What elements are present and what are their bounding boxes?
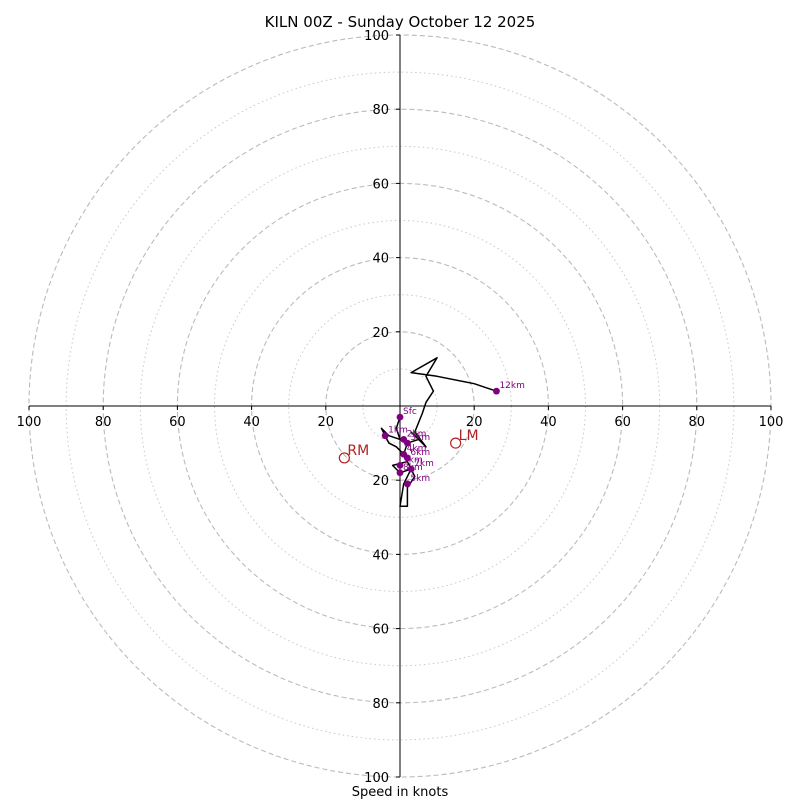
- x-axis-label: Speed in knots: [352, 785, 449, 800]
- y-tick-label: 60: [372, 623, 389, 638]
- height-marker-label: 8km: [403, 463, 423, 473]
- y-tick-label: 80: [372, 103, 389, 118]
- height-marker-label: 2km: [407, 429, 427, 439]
- tick-labels: 100 80 60 40 20 20 40 60 80 100 100 80 60 40 20 20 40 60 8…: [17, 29, 784, 786]
- height-marker-dot: [396, 413, 404, 421]
- y-tick-label: 20: [372, 326, 389, 341]
- axes: [29, 35, 771, 777]
- chart-title: KILN 00Z - Sunday October 12 2025: [265, 13, 536, 31]
- storm-motion-marker: [338, 452, 350, 464]
- x-tick-label: 20: [318, 415, 335, 430]
- height-marker-label: 4km: [407, 444, 427, 454]
- y-tick-label: 100: [364, 771, 389, 786]
- x-tick-label: 20: [466, 415, 483, 430]
- height-marker-dot: [404, 480, 411, 488]
- height-marker-dot: [404, 454, 411, 462]
- height-marker-dot: [493, 387, 500, 395]
- storm-motion-marker: [450, 437, 462, 449]
- height-marker-label: 5km: [410, 474, 430, 484]
- hodograph-trace-layer: [380, 357, 497, 507]
- y-tick-label: 40: [372, 252, 389, 267]
- y-tick-label: 40: [372, 548, 389, 563]
- x-tick-label: 80: [95, 415, 112, 430]
- x-tick-label: 80: [689, 415, 706, 430]
- height-marker-label: 3km: [410, 433, 430, 443]
- hodograph-trace: [380, 357, 497, 507]
- y-tick-label: 80: [372, 697, 389, 712]
- storm-motion-layer: RM LM: [338, 428, 479, 464]
- y-tick-label: 100: [364, 29, 389, 44]
- height-marker-label: 12km: [499, 381, 524, 391]
- height-marker-dot: [396, 461, 404, 469]
- height-marker-dot: [396, 469, 404, 477]
- height-marker-label: Sfc: [403, 407, 417, 417]
- y-tick-label: 60: [372, 177, 389, 192]
- x-tick-label: 60: [169, 415, 186, 430]
- height-marker-label: 6km: [410, 448, 430, 458]
- height-marker-dot: [407, 465, 415, 473]
- y-tick-label: 20: [372, 474, 389, 489]
- x-tick-label: 60: [614, 415, 631, 430]
- height-marker-dot: [404, 439, 411, 447]
- height-marker-label: 7km: [414, 459, 434, 469]
- height-marker-dot: [381, 432, 389, 440]
- height-marker-label: 1km: [388, 426, 408, 436]
- x-tick-label: 40: [540, 415, 557, 430]
- storm-motion-label: LM: [459, 428, 479, 444]
- height-marker-label: 5km: [403, 455, 423, 465]
- x-tick-label: 40: [243, 415, 260, 430]
- x-tick-label: 100: [17, 415, 42, 430]
- storm-motion-label: RM: [347, 443, 369, 459]
- x-tick-label: 100: [759, 415, 784, 430]
